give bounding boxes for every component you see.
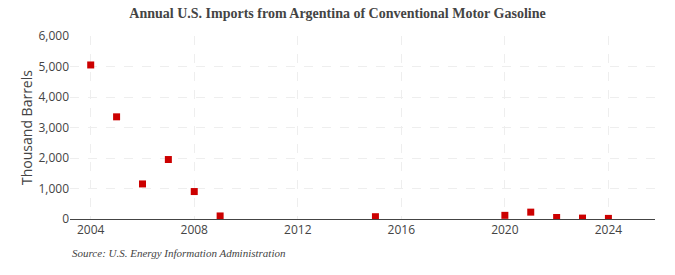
svg-text:2016: 2016 — [388, 221, 416, 238]
svg-text:Thousand Barrels: Thousand Barrels — [17, 70, 36, 185]
svg-text:5,000: 5,000 — [38, 58, 69, 75]
svg-text:6,000: 6,000 — [38, 27, 69, 44]
svg-text:1,000: 1,000 — [38, 180, 69, 197]
svg-text:2024: 2024 — [595, 221, 623, 238]
svg-text:2,000: 2,000 — [38, 149, 69, 166]
svg-text:Annual U.S. Imports from Argen: Annual U.S. Imports from Argentina of Co… — [129, 6, 545, 21]
svg-text:2004: 2004 — [77, 221, 105, 238]
svg-text:Source: U.S. Energy Informatio: Source: U.S. Energy Information Administ… — [72, 247, 286, 259]
svg-text:3,000: 3,000 — [38, 119, 69, 136]
svg-text:4,000: 4,000 — [38, 88, 69, 105]
svg-text:2008: 2008 — [181, 221, 209, 238]
svg-text:2020: 2020 — [491, 221, 519, 238]
svg-text:0: 0 — [62, 210, 69, 227]
svg-text:2012: 2012 — [284, 221, 312, 238]
